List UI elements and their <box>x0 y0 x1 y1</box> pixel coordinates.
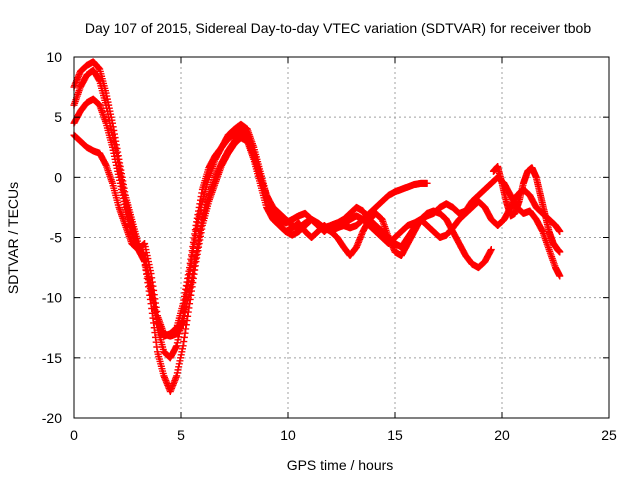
y-tick-label: 10 <box>46 49 62 65</box>
data-point <box>423 179 431 187</box>
y-tick-label: 0 <box>54 169 62 185</box>
y-tick-label: -5 <box>50 230 63 246</box>
y-axis-label: SDTVAR / TECUs <box>5 182 21 294</box>
series-track-5 <box>489 163 564 256</box>
y-tick-label: -15 <box>42 350 62 366</box>
data-point <box>556 272 564 280</box>
chart-title: Day 107 of 2015, Sidereal Day-to-day VTE… <box>85 20 592 36</box>
axis-ticks: 0 5 10 15 20 25 -20 -15 -10 -5 0 5 10 <box>42 49 617 443</box>
data-series <box>70 58 564 396</box>
data-point <box>556 227 564 235</box>
data-point <box>487 246 495 254</box>
data-point <box>556 248 564 256</box>
y-tick-label: 5 <box>54 109 62 125</box>
x-axis-label: GPS time / hours <box>287 457 394 473</box>
gridlines <box>74 57 609 418</box>
x-tick-label: 5 <box>177 427 185 443</box>
y-tick-label: -10 <box>42 290 62 306</box>
series-track-3 <box>70 95 564 396</box>
series-track-4 <box>70 130 564 340</box>
x-tick-label: 0 <box>70 427 78 443</box>
x-tick-label: 25 <box>601 427 617 443</box>
x-tick-label: 15 <box>387 427 403 443</box>
y-tick-label: -20 <box>42 410 62 426</box>
x-tick-label: 20 <box>494 427 510 443</box>
x-tick-label: 10 <box>280 427 296 443</box>
